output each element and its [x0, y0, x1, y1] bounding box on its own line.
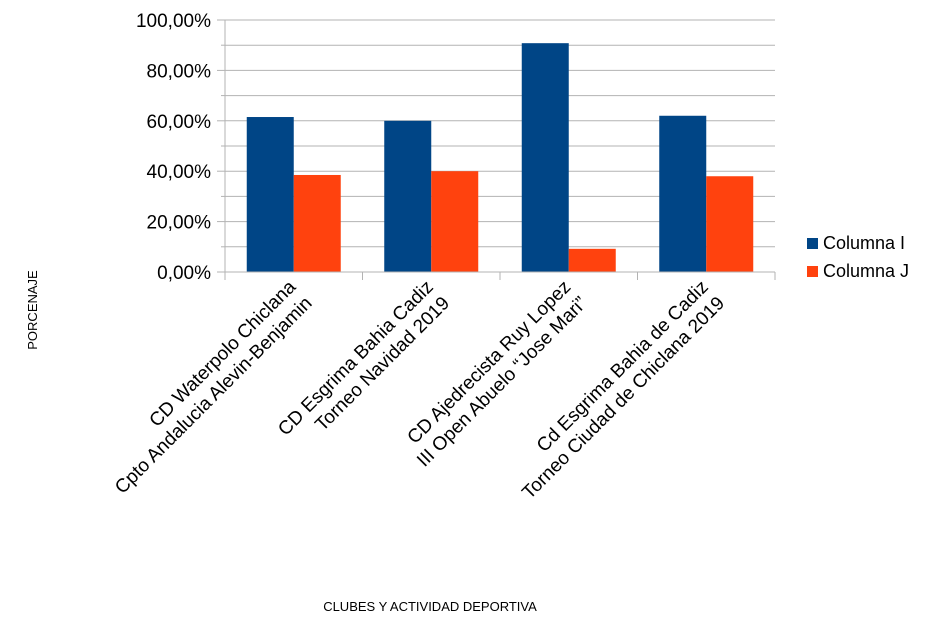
- y-tick-label: 80,00%: [147, 61, 212, 82]
- y-tick-label: 40,00%: [147, 162, 212, 183]
- bar-columna-j: [431, 171, 479, 272]
- bar-columna-i: [521, 43, 569, 273]
- legend-label: Columna J: [823, 261, 909, 281]
- bar-columna-j: [568, 248, 616, 272]
- legend-label: Columna I: [823, 233, 905, 253]
- bar-columna-i: [659, 115, 707, 272]
- bar-columna-j: [293, 174, 341, 272]
- y-axis-label: PORCENAJE: [25, 270, 40, 350]
- axes: [217, 19, 776, 280]
- y-tick-labels: 0,00% 20,00% 40,00% 60,00% 80,00% 100,00%: [136, 11, 211, 284]
- x-tick-label-line: Cpto Andalucia Alevin-Benjamin: [111, 293, 316, 498]
- bar-columna-i: [246, 117, 294, 273]
- bar-columna-j: [706, 176, 754, 272]
- legend-swatch: [807, 238, 818, 249]
- x-axis-label: CLUBES Y ACTIVIDAD DEPORTIVA: [323, 599, 537, 614]
- bars: [246, 43, 754, 273]
- y-tick-label: 0,00%: [157, 263, 211, 284]
- bar-columna-i: [384, 120, 432, 272]
- legend-swatch: [807, 266, 818, 277]
- legend: Columna I Columna J: [807, 233, 909, 281]
- y-tick-label: 100,00%: [136, 11, 211, 32]
- y-tick-label: 20,00%: [147, 213, 212, 234]
- x-tick-label-line: CD Waterpolo Chiclana: [146, 276, 301, 431]
- y-tick-label: 60,00%: [147, 112, 212, 133]
